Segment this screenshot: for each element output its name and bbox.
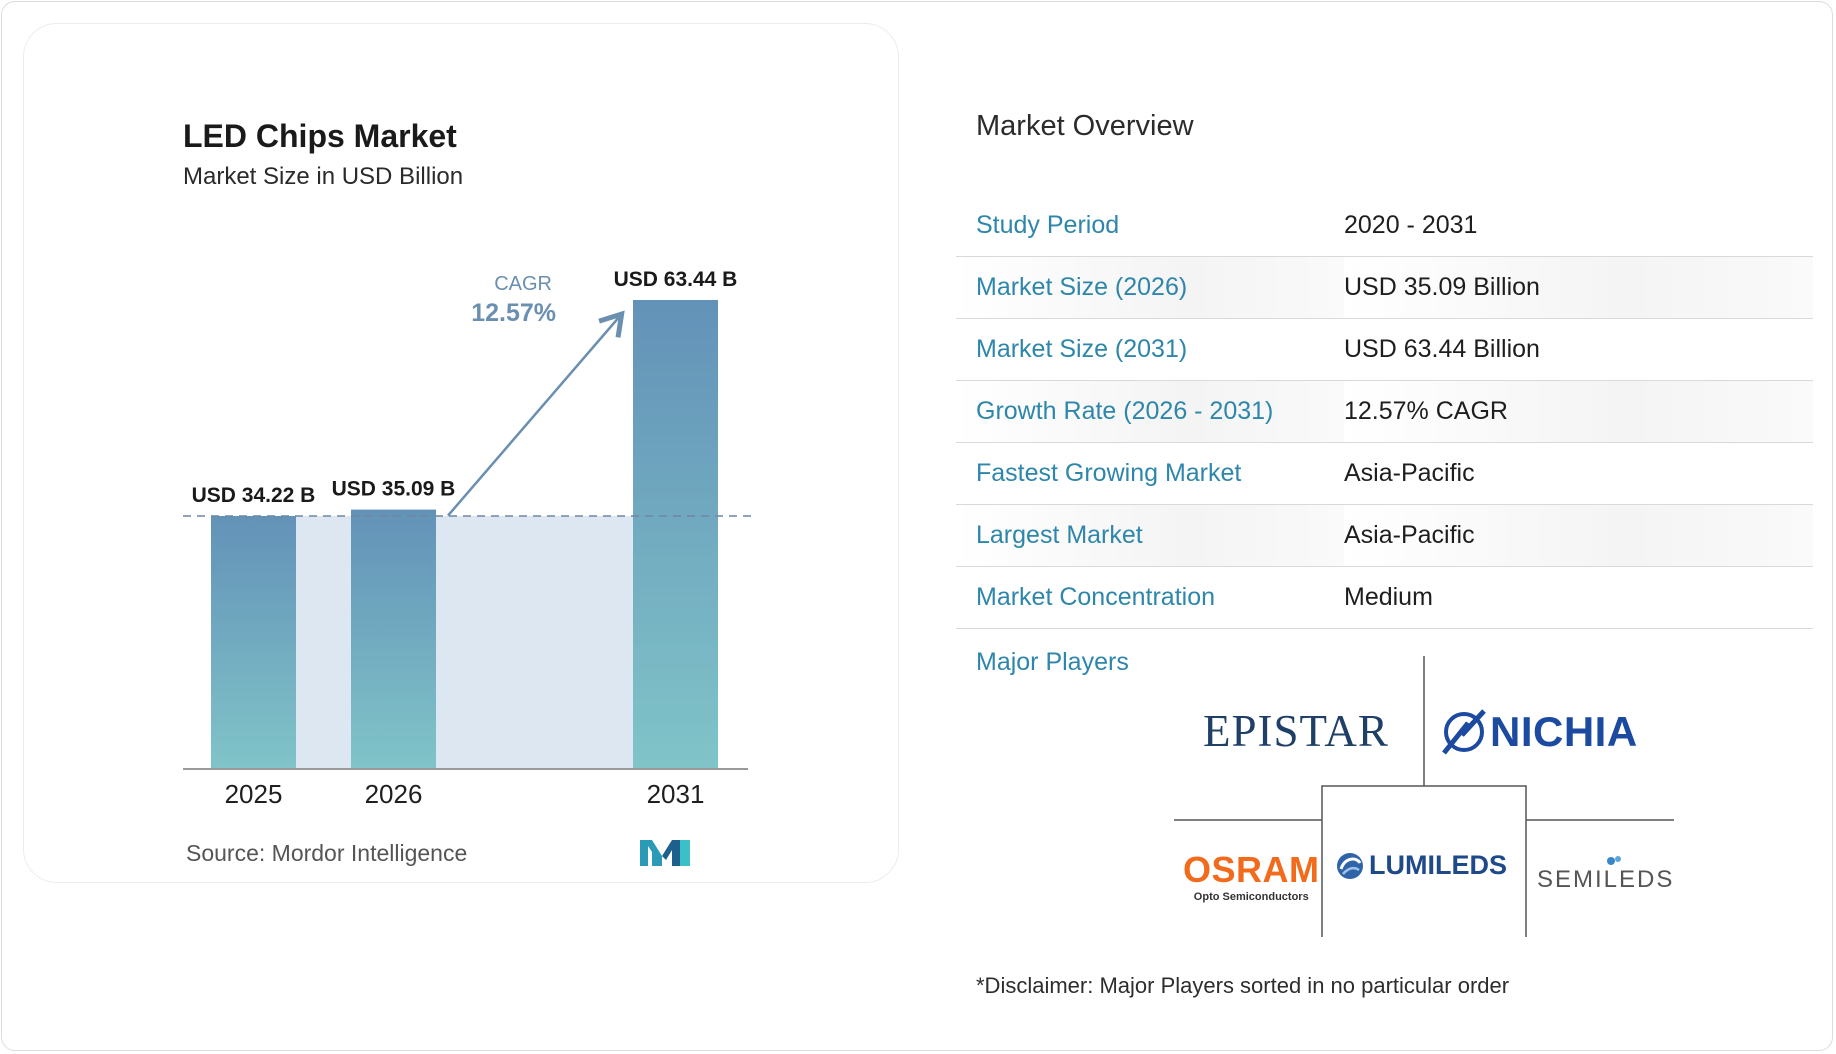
tick-label-2025: 2025	[225, 779, 283, 809]
source-note: Source: Mordor Intelligence	[186, 840, 467, 867]
overview-row: Market Size (2026) USD 35.09 Billion	[956, 256, 1813, 319]
overview-row: Study Period 2020 - 2031	[956, 195, 1813, 257]
row-label: Growth Rate (2026 - 2031)	[956, 380, 1344, 443]
cagr-label: CAGR	[494, 273, 552, 295]
overview-table: Study Period 2020 - 2031 Market Size (20…	[956, 195, 1813, 629]
row-label: Market Concentration	[956, 566, 1344, 629]
overview-row: Market Concentration Medium	[956, 566, 1813, 629]
semileds-wordmark: SEMILEDS	[1537, 866, 1675, 893]
bar-2025	[211, 516, 296, 769]
data-label-2026: USD 35.09 B	[332, 478, 456, 501]
row-value: Asia-Pacific	[1344, 504, 1813, 567]
row-label: Market Size (2031)	[956, 318, 1344, 381]
row-value: USD 35.09 Billion	[1344, 256, 1813, 319]
chart-subtitle: Market Size in USD Billion	[183, 163, 464, 190]
mordor-logo-icon	[640, 840, 690, 866]
epistar-logo: EPISTAR	[1203, 706, 1389, 756]
overview-row: Market Size (2031) USD 63.44 Billion	[956, 318, 1813, 381]
bar-2031	[633, 300, 718, 769]
osram-subtitle: Opto Semiconductors	[1193, 891, 1309, 903]
major-players-label: Major Players	[976, 648, 1129, 676]
semileds-logo: SEMILEDS	[1537, 856, 1675, 894]
lumileds-mark-icon	[1337, 852, 1363, 879]
nichia-logo: NICHIA	[1438, 708, 1638, 756]
chart-title: LED Chips Market	[183, 118, 457, 154]
source-label: Source:	[186, 840, 266, 866]
row-label: Market Size (2026)	[956, 256, 1344, 319]
osram-logo: OSRAM Opto Semiconductors	[1183, 849, 1320, 904]
row-label: Largest Market	[956, 504, 1344, 567]
row-value: USD 63.44 Billion	[1344, 318, 1813, 381]
overview-title: Market Overview	[976, 110, 1194, 142]
tick-label-2026: 2026	[365, 779, 423, 809]
lumileds-logo: LUMILEDS	[1335, 850, 1507, 881]
bar-2026	[351, 509, 436, 769]
row-value: Asia-Pacific	[1344, 442, 1813, 505]
data-label-2025: USD 34.22 B	[192, 484, 316, 507]
cagr-arrow	[447, 310, 625, 517]
row-value: 2020 - 2031	[1344, 195, 1813, 257]
nichia-wordmark: NICHIA	[1490, 708, 1638, 755]
row-value: 12.57% CAGR	[1344, 380, 1813, 443]
data-label-2031: USD 63.44 B	[614, 268, 738, 291]
overview-row: Fastest Growing Market Asia-Pacific	[956, 442, 1813, 505]
overview-row: Growth Rate (2026 - 2031) 12.57% CAGR	[956, 380, 1813, 443]
osram-wordmark: OSRAM	[1183, 849, 1320, 890]
overview-row: Largest Market Asia-Pacific	[956, 504, 1813, 567]
source-name: Mordor Intelligence	[271, 840, 468, 866]
row-value: Medium	[1344, 566, 1813, 629]
disclaimer: *Disclaimer: Major Players sorted in no …	[976, 973, 1510, 998]
semileds-mark-icon	[1607, 856, 1621, 865]
row-label: Study Period	[956, 195, 1344, 257]
bar-chart: 2025 2026 2031 USD 34.22 B USD 35.09 B USD 63…	[183, 268, 752, 809]
tick-label-2031: 2031	[647, 779, 705, 809]
row-label: Fastest Growing Market	[956, 442, 1344, 505]
nichia-mark-icon	[1442, 709, 1486, 755]
cagr-value: 12.57%	[471, 299, 556, 327]
lumileds-wordmark: LUMILEDS	[1369, 850, 1507, 880]
